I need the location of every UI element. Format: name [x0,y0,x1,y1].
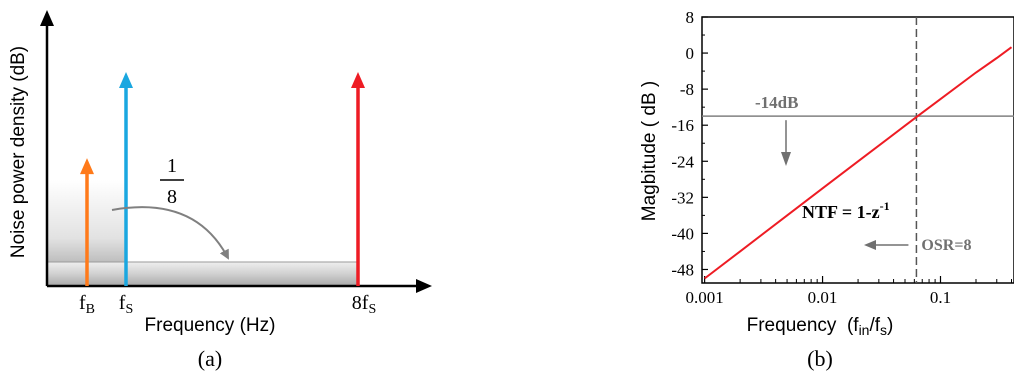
hline-label: -14dB [755,93,798,112]
y-tick-label: 0 [686,44,695,63]
x-axis-arrowhead [416,279,432,293]
y-tick-label: -24 [671,152,694,171]
y-axis-arrowhead [40,10,54,26]
tick-label-fB: fB [79,292,95,317]
arrow-8fS-head [351,72,365,88]
y-tick-label: -16 [671,116,694,135]
fraction-numerator: 1 [167,155,177,177]
fraction-denominator: 8 [167,186,177,208]
y-tick-label: -40 [671,224,694,243]
x-axis-label-a: Frequency (Hz) [145,315,276,336]
arrow-fB-head [80,158,94,175]
series-ntf-line [703,46,1013,280]
x-tick-label: 0.1 [930,288,951,307]
vline-pointer-head [864,240,876,250]
y-tick-label: -8 [680,80,694,99]
arrow-fS-head [119,72,133,88]
x-axis-label-b: Frequency (fin/fs) [747,315,894,338]
y-tick-label: -48 [671,260,694,279]
panel-a-diagram: 1 8 fB fS 8fS Frequency (Hz) Noise power… [8,10,432,371]
noise-strip [46,261,359,287]
fold-arrow [111,206,229,260]
vline-label: OSR=8 [921,237,971,254]
ntf-annotation: NTF = 1-z-1 [802,199,890,222]
panel-label-a: (a) [198,346,222,371]
plot-frame-b [701,16,1014,284]
tick-label-8fS: 8fS [352,292,376,317]
panel-b-chart: 8 0 -8 -16 -24 -32 -40 -48 0.001 0.01 0.1 -14dB OS… [639,8,1014,371]
panel-label-b: (b) [807,346,833,371]
y-tick-label: -32 [671,188,694,207]
y-axis-label-a: Noise power density (dB) [8,46,29,258]
y-tick-label: 8 [686,8,695,27]
hline-pointer-head [781,152,791,166]
y-axis-label-b: Magbitude ( dB ) [639,81,660,221]
x-tick-label: 0.01 [808,288,838,307]
tick-label-fS: fS [119,292,133,317]
x-tick-label: 0.001 [686,288,724,307]
